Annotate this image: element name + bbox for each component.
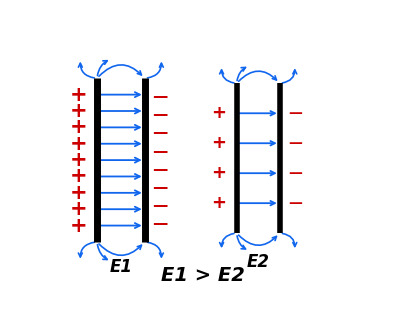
Text: +: + — [70, 199, 88, 219]
Text: —: — — [288, 106, 302, 120]
Text: —: — — [152, 125, 168, 140]
Text: —: — — [152, 144, 168, 159]
Text: E1: E1 — [109, 258, 132, 276]
Text: —: — — [288, 136, 302, 150]
Text: E2: E2 — [247, 253, 270, 271]
Text: +: + — [211, 104, 226, 122]
Text: —: — — [152, 216, 168, 231]
Text: +: + — [70, 215, 88, 235]
Text: +: + — [70, 85, 88, 105]
Text: —: — — [152, 89, 168, 104]
Text: —: — — [152, 198, 168, 213]
Text: —: — — [152, 180, 168, 195]
Text: +: + — [70, 183, 88, 203]
Text: E1 > E2: E1 > E2 — [161, 266, 245, 285]
Text: +: + — [211, 164, 226, 182]
Text: +: + — [70, 117, 88, 137]
Text: +: + — [70, 150, 88, 170]
Text: +: + — [70, 134, 88, 154]
Text: —: — — [288, 166, 302, 180]
Text: —: — — [288, 196, 302, 210]
Text: —: — — [152, 107, 168, 122]
Text: +: + — [211, 194, 226, 212]
Text: +: + — [70, 166, 88, 186]
Text: +: + — [70, 101, 88, 121]
Text: +: + — [211, 134, 226, 152]
Text: —: — — [152, 162, 168, 177]
